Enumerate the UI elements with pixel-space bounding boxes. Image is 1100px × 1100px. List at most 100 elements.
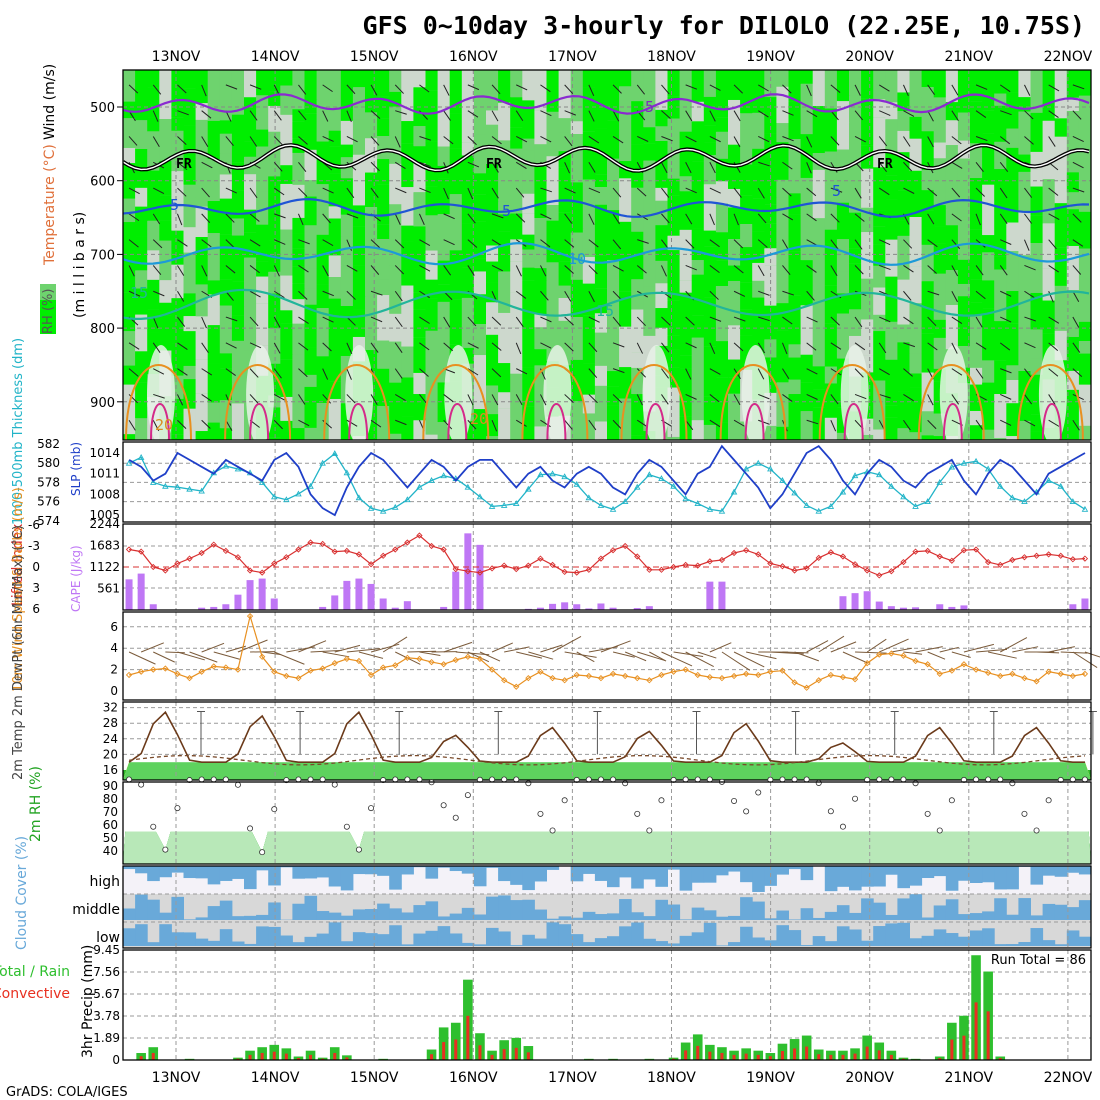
rh-point (1045, 797, 1052, 804)
thickness-point (658, 475, 665, 482)
precip-tick-label: 3.78 (93, 1009, 120, 1023)
wind-barb (273, 187, 285, 196)
rh-field-cell (619, 178, 632, 222)
wind-barb (322, 187, 334, 194)
cloud-low-bar (473, 944, 487, 946)
rh-field-cell (316, 284, 330, 309)
wind-barb (661, 342, 670, 353)
wind-barb (927, 187, 938, 197)
contour-label: FR (176, 157, 192, 172)
rh-field-cell (486, 70, 499, 111)
rh-field-cell (982, 133, 995, 185)
wind-barb (806, 640, 829, 653)
rh-point (610, 776, 617, 783)
wind-barb (552, 636, 582, 653)
rh-field-cell (631, 367, 644, 395)
rh-field-cell (171, 209, 185, 231)
slp-tick-label: 1014 (89, 446, 120, 460)
rh-field-cell (123, 147, 136, 164)
wind-barb (467, 84, 480, 91)
rh-field-cell (812, 252, 826, 286)
wind-barb (636, 342, 644, 354)
rh-point (791, 776, 798, 783)
rh-field-cell (135, 187, 148, 207)
rh-field-cell (970, 178, 983, 230)
wind-barb (515, 161, 527, 170)
cape-bar (573, 604, 581, 610)
wind-barb (225, 187, 237, 194)
rh-field-cell (970, 164, 983, 179)
rh-field-cell (328, 298, 342, 336)
rh-field-cell (1042, 120, 1056, 166)
rh-field-cell (280, 359, 293, 397)
wind-barb (782, 187, 792, 197)
rh-field-cell (473, 112, 487, 135)
rh-field-cell (461, 297, 475, 348)
thickness-point (1021, 498, 1028, 505)
wind-barb (854, 136, 866, 143)
rh-field-cell (219, 368, 233, 401)
rh-field-cell (1030, 358, 1044, 375)
rh-field-cell (607, 260, 620, 301)
rh-point (1021, 810, 1028, 817)
dewpoint-series (129, 754, 1086, 766)
rh-field-cell (957, 247, 971, 260)
rh-field-cell (631, 394, 644, 436)
rh-field-cell (982, 184, 995, 236)
precip-conv-bar (296, 1058, 300, 1060)
wind-barb (1024, 264, 1036, 271)
wind-barb (467, 213, 476, 224)
rh-point (464, 792, 471, 799)
rh-field-cell (534, 110, 548, 145)
rh-field-cell (498, 214, 511, 232)
rh-field-cell (788, 394, 802, 440)
thickness-point (827, 502, 835, 509)
wind-barb (298, 419, 310, 427)
rh-field-cell (703, 424, 717, 440)
rh-field-cell (413, 146, 427, 164)
date-label-top: 18NOV (647, 49, 696, 65)
date-label-bottom: 20NOV (845, 1070, 894, 1086)
lifted-index-point (1009, 556, 1016, 564)
wind-barb (564, 290, 572, 302)
rh-tick-label: 90 (103, 779, 118, 793)
wind-barb (1048, 419, 1060, 427)
precip-conv-bar (756, 1054, 760, 1060)
wind-barb (588, 187, 601, 194)
precip-conv-bar (732, 1054, 736, 1060)
wind-barb (685, 651, 714, 667)
rh-field-cell (582, 363, 596, 395)
rh-field-cell (256, 191, 269, 225)
wind-barb (963, 643, 994, 653)
rh-field-cell (401, 225, 414, 242)
rh-field-cell (1066, 172, 1080, 193)
wind-barb (467, 419, 477, 430)
cloud-mid-bar (728, 915, 741, 920)
contour-temp-20 (917, 364, 985, 440)
precip-conv-bar (478, 1045, 482, 1060)
wind-barb (298, 110, 307, 121)
rh-field-cell (244, 70, 257, 98)
rh-field-cell (619, 429, 632, 440)
rh-field-cell (546, 280, 560, 314)
rh-field-cell (788, 251, 802, 296)
rh-field-cell (909, 432, 923, 440)
slp-tick-label: 1011 (89, 467, 120, 481)
rh-field-cell (207, 120, 221, 160)
wind-barb (903, 316, 914, 325)
wind-barb (1072, 342, 1081, 353)
wind-barb (201, 161, 213, 169)
rh-field-cell (522, 406, 535, 440)
rh-field-cell (715, 286, 729, 303)
wind-barb (878, 161, 888, 173)
rh-field-cell (389, 204, 402, 231)
wind-barb (830, 394, 839, 405)
wind-barb (879, 316, 891, 323)
rh-point (779, 776, 786, 783)
wind-barb (298, 265, 309, 273)
wind-barb (1084, 651, 1100, 658)
wind-barb (903, 110, 915, 117)
rh-tick-label: 50 (103, 831, 118, 845)
date-label-bottom: 19NOV (746, 1070, 795, 1086)
rh-field-cell (219, 174, 233, 199)
